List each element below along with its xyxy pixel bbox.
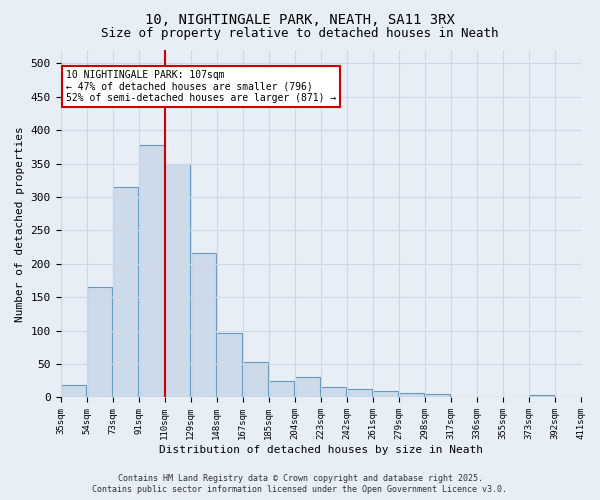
Bar	[373, 391, 398, 398]
Bar	[269, 381, 294, 398]
Bar	[295, 378, 320, 398]
Bar	[165, 164, 190, 398]
Bar	[347, 389, 372, 398]
Bar	[217, 332, 242, 398]
Bar	[113, 187, 138, 398]
Text: 10 NIGHTINGALE PARK: 107sqm
← 47% of detached houses are smaller (796)
52% of se: 10 NIGHTINGALE PARK: 107sqm ← 47% of det…	[66, 70, 336, 103]
Bar	[191, 253, 216, 398]
Bar	[529, 395, 554, 398]
Bar	[243, 362, 268, 398]
Bar	[139, 145, 164, 398]
Text: Size of property relative to detached houses in Neath: Size of property relative to detached ho…	[101, 28, 499, 40]
X-axis label: Distribution of detached houses by size in Neath: Distribution of detached houses by size …	[158, 445, 482, 455]
Bar	[61, 386, 86, 398]
Text: Contains HM Land Registry data © Crown copyright and database right 2025.
Contai: Contains HM Land Registry data © Crown c…	[92, 474, 508, 494]
Bar	[425, 394, 450, 398]
Bar	[399, 394, 424, 398]
Y-axis label: Number of detached properties: Number of detached properties	[15, 126, 25, 322]
Bar	[321, 388, 346, 398]
Text: 10, NIGHTINGALE PARK, NEATH, SA11 3RX: 10, NIGHTINGALE PARK, NEATH, SA11 3RX	[145, 12, 455, 26]
Bar	[87, 287, 112, 398]
